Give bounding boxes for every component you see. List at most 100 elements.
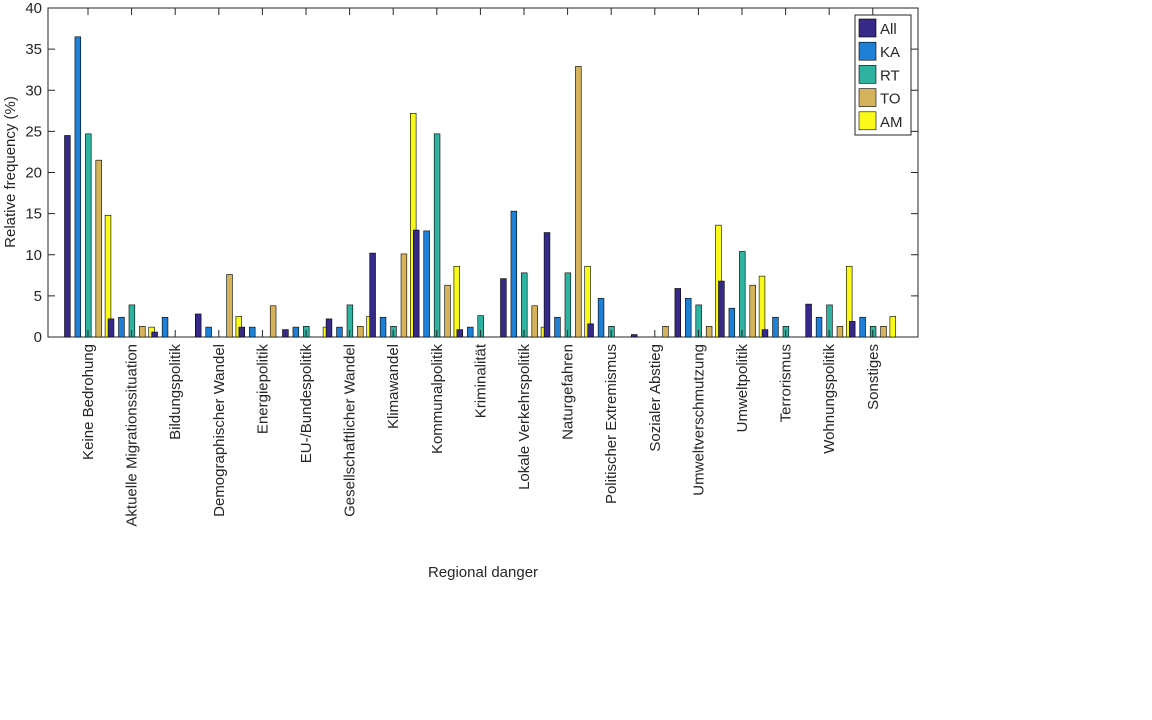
y-axis-ticks: 0 5 10 15 20 25 30 35 40 xyxy=(25,0,918,346)
bar-to-12 xyxy=(575,66,582,338)
bar-to-4 xyxy=(226,274,233,338)
y-tick-label: 0 xyxy=(34,329,42,346)
bar-all-19 xyxy=(849,321,856,338)
bar-ka-13 xyxy=(597,298,605,338)
bar-ka-1 xyxy=(74,36,82,338)
bar-ka-5 xyxy=(249,326,256,338)
legend-label-rt: RT xyxy=(880,67,900,84)
bar-ka-4 xyxy=(205,326,212,338)
bar-all-8 xyxy=(369,252,376,338)
bar-ka-7 xyxy=(336,326,343,338)
x-axis-ticks: Keine Bedrohung Aktuelle Migrationssituat… xyxy=(80,8,882,527)
bar-rt-1 xyxy=(85,133,92,338)
x-tick-label: Sonstiges xyxy=(865,344,882,410)
bar-ka-9 xyxy=(423,230,430,338)
bar-ka-17 xyxy=(772,316,779,338)
x-axis-label: Regional danger xyxy=(428,564,538,581)
bar-ka-15 xyxy=(685,298,692,338)
legend-swatch-all xyxy=(858,18,877,38)
bar-ka-8 xyxy=(379,316,387,338)
bar-rt-9 xyxy=(433,133,441,338)
y-tick-label: 25 xyxy=(25,123,42,140)
legend-swatch-to xyxy=(858,88,877,107)
y-tick-label: 40 xyxy=(25,0,42,17)
bar-all-18 xyxy=(805,303,812,338)
x-tick-label: Energiepolitik xyxy=(254,344,271,435)
bar-ka-2 xyxy=(118,316,125,338)
bar-all-3 xyxy=(151,331,158,338)
bar-all-2 xyxy=(107,318,115,338)
plot-area xyxy=(47,7,919,338)
x-tick-label: Bildungspolitik xyxy=(167,344,184,440)
x-tick-label: EU-/Bundespolitik xyxy=(298,344,315,464)
bar-to-9 xyxy=(444,284,451,338)
x-tick-label: Klimawandel xyxy=(385,344,402,429)
legend-label-to: TO xyxy=(880,91,901,108)
bar-all-12 xyxy=(543,232,551,338)
y-tick-label: 5 xyxy=(34,288,42,305)
bar-all-17 xyxy=(761,329,769,338)
y-axis-label: Relative frequency (%) xyxy=(2,96,19,248)
bar-all-7 xyxy=(325,318,333,338)
y-tick-label: 35 xyxy=(25,41,42,58)
x-tick-label: Sozialer Abstieg xyxy=(647,344,664,452)
x-tick-label: Gesellschaftlicher Wandel xyxy=(342,344,359,517)
bar-to-19 xyxy=(880,326,887,338)
bar-to-8 xyxy=(400,253,408,338)
x-tick-label: Demographischer Wandel xyxy=(211,344,228,517)
bar-to-14 xyxy=(662,326,669,338)
x-tick-label: Wohnungspolitik xyxy=(821,344,838,454)
bar-all-11 xyxy=(500,278,507,338)
legend-swatch-ka xyxy=(858,41,877,61)
x-tick-label: Aktuelle Migrationssituation xyxy=(124,344,141,527)
bar-all-10 xyxy=(456,329,464,338)
bar-all-13 xyxy=(587,323,594,338)
bar-to-15 xyxy=(705,326,713,338)
bar-all-6 xyxy=(282,329,289,338)
bar-am-16 xyxy=(758,275,766,338)
bar-all-16 xyxy=(718,280,725,338)
x-tick-label: Umweltverschmutzung xyxy=(690,344,707,496)
legend-label-all: All xyxy=(880,21,897,38)
legend-swatch-am xyxy=(858,111,877,131)
y-tick-label: 30 xyxy=(25,82,42,99)
bar-all-4 xyxy=(195,313,202,338)
bar-ka-18 xyxy=(815,316,823,338)
bar-am-9 xyxy=(453,265,461,338)
bar-to-18 xyxy=(836,326,844,338)
bar-to-16 xyxy=(749,284,756,338)
bar-all-5 xyxy=(238,326,246,338)
bar-ka-11 xyxy=(510,210,518,338)
bar-ka-19 xyxy=(859,316,866,338)
x-tick-label: Keine Bedrohung xyxy=(80,344,97,460)
bar-to-5 xyxy=(269,305,277,338)
legend: All KA RT TO AM xyxy=(854,14,912,136)
y-tick-label: 10 xyxy=(25,247,42,264)
x-tick-label: Terrorismus xyxy=(778,344,795,422)
x-tick-label: Kriminalität xyxy=(472,343,489,418)
bar-to-7 xyxy=(357,326,364,338)
x-tick-label: Kommunalpolitik xyxy=(429,344,446,455)
bar-all-15 xyxy=(674,288,682,338)
x-tick-label: Umweltpolitik xyxy=(734,344,751,433)
bar-to-11 xyxy=(531,305,538,338)
bar-to-1 xyxy=(95,159,102,338)
bar-ka-16 xyxy=(728,307,736,338)
bar-rt-11 xyxy=(521,272,528,338)
legend-label-ka: KA xyxy=(880,44,900,61)
bars-group xyxy=(64,36,897,338)
x-tick-label: Politischer Extremismus xyxy=(603,344,620,504)
bar-to-2 xyxy=(139,326,146,338)
bar-all-1 xyxy=(64,135,71,338)
bar-all-14 xyxy=(631,334,638,338)
legend-label-am: AM xyxy=(880,114,903,131)
bar-rt-16 xyxy=(739,251,746,338)
bar-ka-6 xyxy=(292,326,300,338)
y-tick-label: 15 xyxy=(25,206,42,223)
bar-ka-3 xyxy=(161,316,169,338)
legend-swatch-rt xyxy=(858,65,877,84)
bar-rt-12 xyxy=(564,272,572,338)
x-tick-label: Naturgefahren xyxy=(560,344,577,440)
bar-all-9 xyxy=(413,229,420,338)
